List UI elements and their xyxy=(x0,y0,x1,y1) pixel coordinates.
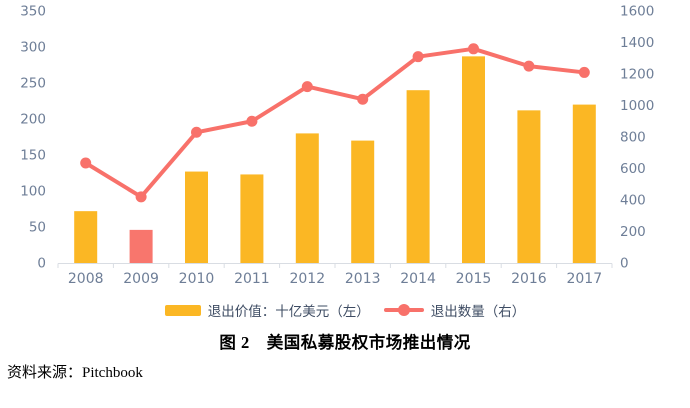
x-axis-label-2014: 2014 xyxy=(400,271,436,287)
right-axis-tick-label: 1200 xyxy=(620,67,654,83)
legend-item-exit-count: 退出数量（右） xyxy=(383,300,526,320)
left-axis-tick-label: 100 xyxy=(20,184,46,200)
bar-2009 xyxy=(129,229,153,263)
line-point-2014 xyxy=(412,51,424,63)
right-axis-tick-label: 1600 xyxy=(620,4,654,20)
left-axis-tick-label: 250 xyxy=(20,76,46,92)
line-point-2008 xyxy=(80,157,92,169)
line-series-swatch xyxy=(383,304,424,316)
bar-series-swatch xyxy=(164,304,201,316)
legend-label-exit-value: 退出价值：十亿美元（左） xyxy=(207,304,370,319)
line-point-2010 xyxy=(191,126,202,138)
line-point-2009 xyxy=(135,191,147,203)
right-axis-tick-label: 1400 xyxy=(620,35,654,51)
bar-2017 xyxy=(572,104,596,263)
bar-2013 xyxy=(351,140,375,263)
figure-caption: 图 2 美国私募股权市场推出情况 xyxy=(219,333,471,352)
bar-2016 xyxy=(517,110,541,263)
x-axis-label-2009: 2009 xyxy=(123,271,159,287)
legend-label-exit-count: 退出数量（右） xyxy=(430,304,526,319)
x-axis-label-2016: 2016 xyxy=(511,271,547,287)
x-axis-label-2012: 2012 xyxy=(289,271,325,287)
line-point-2013 xyxy=(357,93,369,105)
left-axis-tick-label: 300 xyxy=(20,40,46,56)
line-point-2011 xyxy=(246,115,258,127)
bar-2012 xyxy=(295,133,319,263)
x-axis-label-2010: 2010 xyxy=(179,271,215,287)
chart-legend: 退出价值：十亿美元（左） 退出数量（右） xyxy=(0,300,690,320)
left-axis-tick-label: 350 xyxy=(20,4,46,20)
bar-2008 xyxy=(74,211,98,263)
left-axis-tick-label: 200 xyxy=(20,112,46,128)
x-axis-label-2008: 2008 xyxy=(68,271,104,287)
bar-2014 xyxy=(406,90,430,263)
x-axis-label-2013: 2013 xyxy=(345,271,381,287)
right-axis-tick-label: 400 xyxy=(620,193,646,209)
right-axis-tick-label: 0 xyxy=(620,256,629,272)
left-axis-tick-label: 0 xyxy=(37,256,46,272)
bar-2010 xyxy=(185,171,208,263)
bar-2011 xyxy=(240,174,264,263)
x-axis-label-2017: 2017 xyxy=(566,271,602,287)
right-axis-tick-label: 1000 xyxy=(620,98,654,114)
right-axis-tick-label: 800 xyxy=(620,130,646,146)
line-point-2012 xyxy=(301,81,313,93)
right-axis-tick-label: 600 xyxy=(620,161,646,177)
right-axis-tick-label: 200 xyxy=(620,224,646,240)
line-point-2015 xyxy=(468,43,479,55)
line-series-dot-icon xyxy=(397,304,410,316)
x-axis-label-2015: 2015 xyxy=(456,271,492,287)
figure-source: 资料来源：Pitchbook xyxy=(7,365,143,381)
left-axis-tick-label: 50 xyxy=(29,220,46,236)
bar-2015 xyxy=(462,56,485,263)
left-axis-tick-label: 150 xyxy=(20,148,46,164)
x-axis-label-2011: 2011 xyxy=(234,271,270,287)
exit-count-line xyxy=(83,46,587,199)
pe-exit-combo-chart: 0 50 100 150 200 250 300 350 0 200 400 600 800 1000 12… xyxy=(20,4,654,288)
line-point-2016 xyxy=(523,60,535,72)
line-point-2017 xyxy=(578,66,590,78)
legend-item-exit-value: 退出价值：十亿美元（左） xyxy=(164,300,370,320)
